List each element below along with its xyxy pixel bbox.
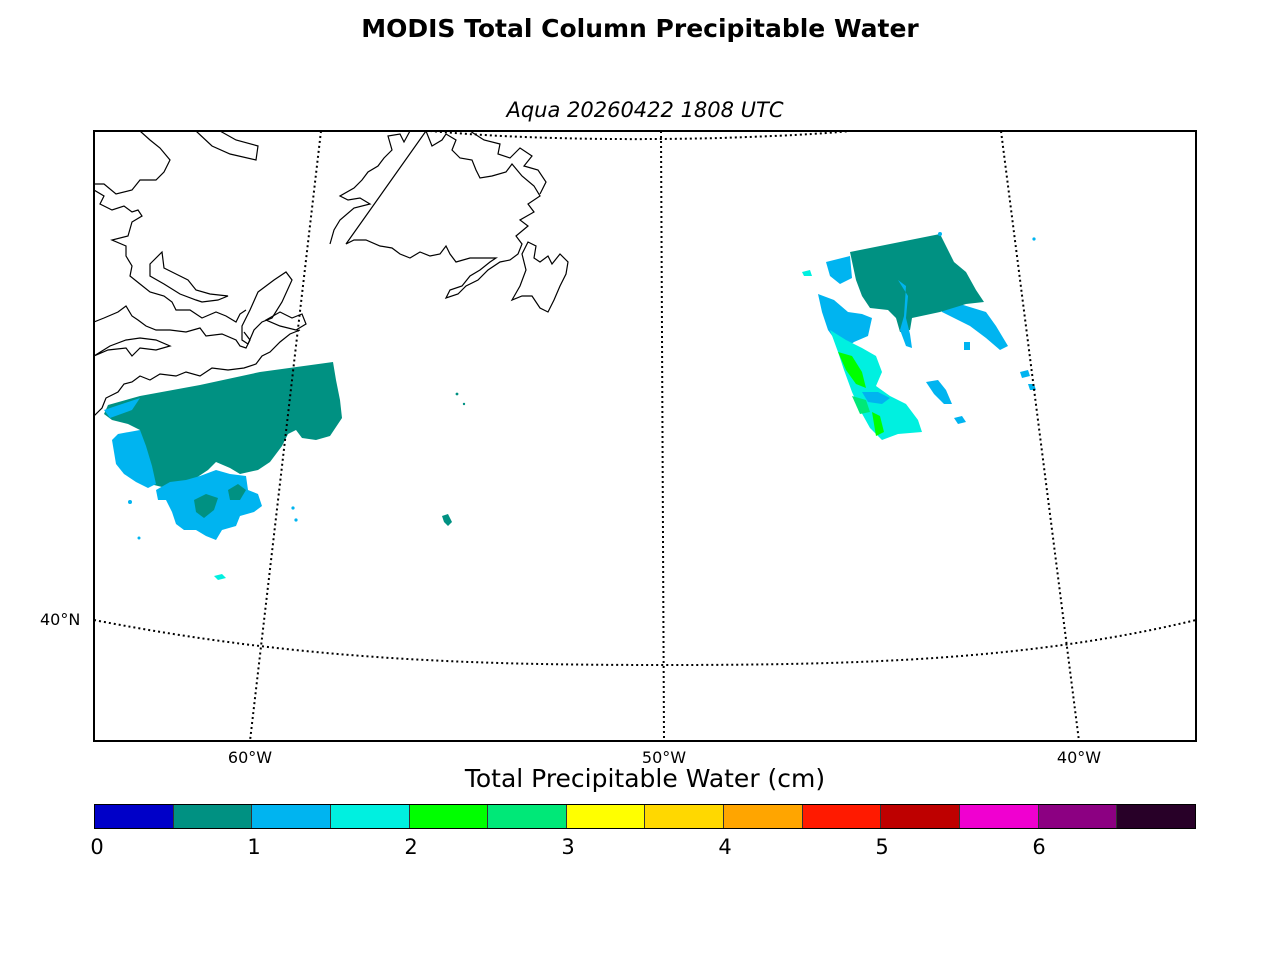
colorbar-segment: [645, 805, 725, 828]
pw-region-mint-east: [852, 396, 870, 414]
lon-label-60w: 60°W: [227, 748, 273, 767]
colorbar-segment: [960, 805, 1039, 828]
pw-speck: [1032, 237, 1036, 241]
coastline-northeast: [469, 131, 547, 195]
coastline-labrador-islands: [195, 131, 259, 161]
parallel-50n: [429, 131, 851, 141]
coastline-pei: [264, 311, 307, 331]
pw-region-sky-east-stripe: [898, 280, 912, 348]
pw-region-teal-west-south: [194, 494, 218, 518]
pw-region-cyan-east-dot: [802, 270, 812, 276]
colorbar-segment: [802, 805, 882, 828]
pw-region-sky-east-dot: [1020, 370, 1030, 378]
colorbar: [94, 804, 1196, 829]
coastline-anticosti: [149, 250, 229, 303]
pw-speck-teal: [442, 514, 452, 526]
colorbar-tick-label: 4: [718, 835, 732, 859]
pw-region-sky-east-right: [926, 380, 952, 404]
coastline-avalon: [510, 241, 569, 313]
pw-region-sky-east-dot: [964, 342, 970, 350]
pw-region-sky-east-wing: [940, 300, 1008, 350]
colorbar-segment: [95, 805, 174, 828]
meridian-50w: [660, 131, 665, 741]
pw-speck: [294, 518, 298, 522]
lon-label-40w: 40°W: [1056, 748, 1102, 767]
colorbar-segment: [1038, 805, 1118, 828]
map-subtitle: Aqua 20260422 1808 UTC: [506, 98, 784, 122]
colorbar-tick-label: 2: [404, 835, 418, 859]
colorbar-segment: [173, 805, 253, 828]
pw-region-sky-east-dot: [954, 416, 966, 424]
pw-region-sky-east-low: [862, 392, 890, 404]
colorbar-segment: [488, 805, 567, 828]
colorbar-tick-label: 1: [247, 835, 261, 859]
colorbar-segment: [409, 805, 489, 828]
graticule: [94, 131, 1196, 741]
pw-region-teal-west: [104, 362, 342, 488]
pw-speck: [128, 500, 132, 504]
pw-region-sky-west-strip: [104, 398, 140, 418]
pw-speck: [137, 536, 141, 540]
lat-label-40n: 40°N: [40, 610, 81, 629]
pw-speck: [462, 402, 466, 406]
colorbar-segment: [330, 805, 410, 828]
coastline-labrador: [94, 131, 171, 195]
colorbar-tick-label: 6: [1032, 835, 1046, 859]
colorbar-segment: [881, 805, 961, 828]
colorbar-segment: [724, 805, 803, 828]
pw-field-east: [802, 232, 1036, 440]
coastline-capebreton: [241, 271, 293, 345]
colorbar-tick-label: 0: [90, 835, 104, 859]
colorbar-tick-label: 5: [875, 835, 889, 859]
map-frame: [93, 130, 1197, 742]
coastlines: [94, 131, 569, 417]
pw-region-sky-east-mid: [818, 294, 872, 348]
coastline-newbrunswick: [94, 305, 251, 349]
pw-region-teal-west-patch: [228, 484, 246, 500]
pw-field-west: [104, 362, 466, 580]
pw-region-teal-east: [850, 234, 984, 332]
map-title: MODIS Total Column Precipitable Water: [361, 14, 919, 43]
colorbar-tick-label: 3: [561, 835, 575, 859]
coastline-gaspe: [94, 337, 172, 357]
pw-speck: [291, 506, 295, 510]
coastline-novascotia: [94, 329, 301, 417]
pw-region-green-east: [838, 352, 866, 388]
meridian-40w: [1000, 131, 1080, 741]
colorbar-title: Total Precipitable Water (cm): [464, 764, 826, 793]
colorbar-segment: [252, 805, 331, 828]
meridian-60w: [249, 131, 322, 741]
coastline-gulf-stlawrence: [94, 189, 247, 323]
pw-speck: [938, 232, 942, 236]
pw-region-sky-east-left: [826, 256, 852, 284]
parallel-40n: [94, 619, 1196, 667]
pw-speck-cyan: [214, 574, 226, 580]
pw-region-sky-west: [112, 430, 156, 488]
pw-speck: [455, 392, 459, 396]
lon-label-50w: 50°W: [641, 748, 687, 767]
coastline-newfoundland: [329, 131, 541, 300]
pw-region-green-east-low: [872, 412, 884, 436]
colorbar-segment: [566, 805, 646, 828]
pw-region-cyan-east: [830, 330, 922, 440]
colorbar-segment: [1117, 805, 1195, 828]
